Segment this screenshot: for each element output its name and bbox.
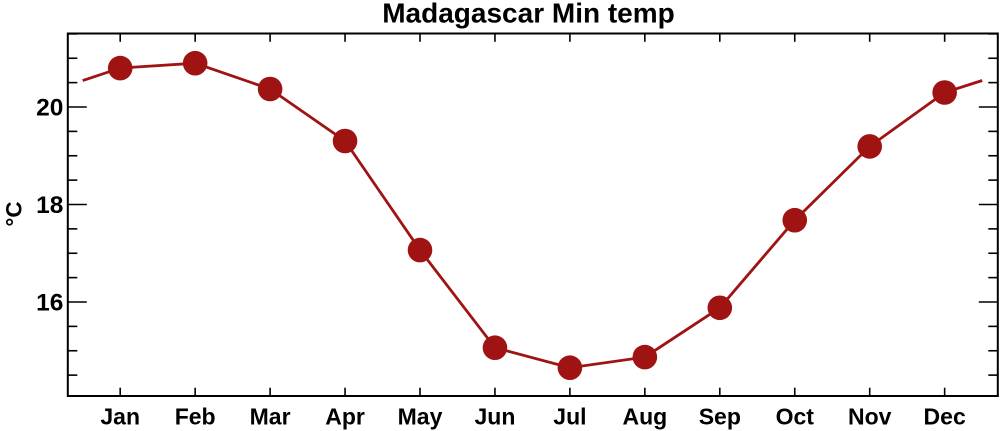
svg-text:Mar: Mar [250,403,291,429]
svg-text:Madagascar Min temp: Madagascar Min temp [382,0,675,29]
svg-text:Nov: Nov [848,403,892,429]
svg-text:Sep: Sep [699,403,741,429]
svg-text:May: May [398,403,443,429]
svg-text:Jul: Jul [553,403,586,429]
svg-text:20: 20 [36,94,63,121]
svg-text:Oct: Oct [776,403,815,429]
svg-text:Dec: Dec [924,403,966,429]
svg-text:Apr: Apr [325,403,365,429]
svg-text:16: 16 [36,289,63,316]
svg-text:Jun: Jun [475,403,516,429]
svg-text:18: 18 [36,192,63,219]
svg-text:Feb: Feb [175,403,216,429]
svg-text:Jan: Jan [100,403,140,429]
svg-text:°C: °C [2,201,27,226]
svg-text:Aug: Aug [622,403,667,429]
